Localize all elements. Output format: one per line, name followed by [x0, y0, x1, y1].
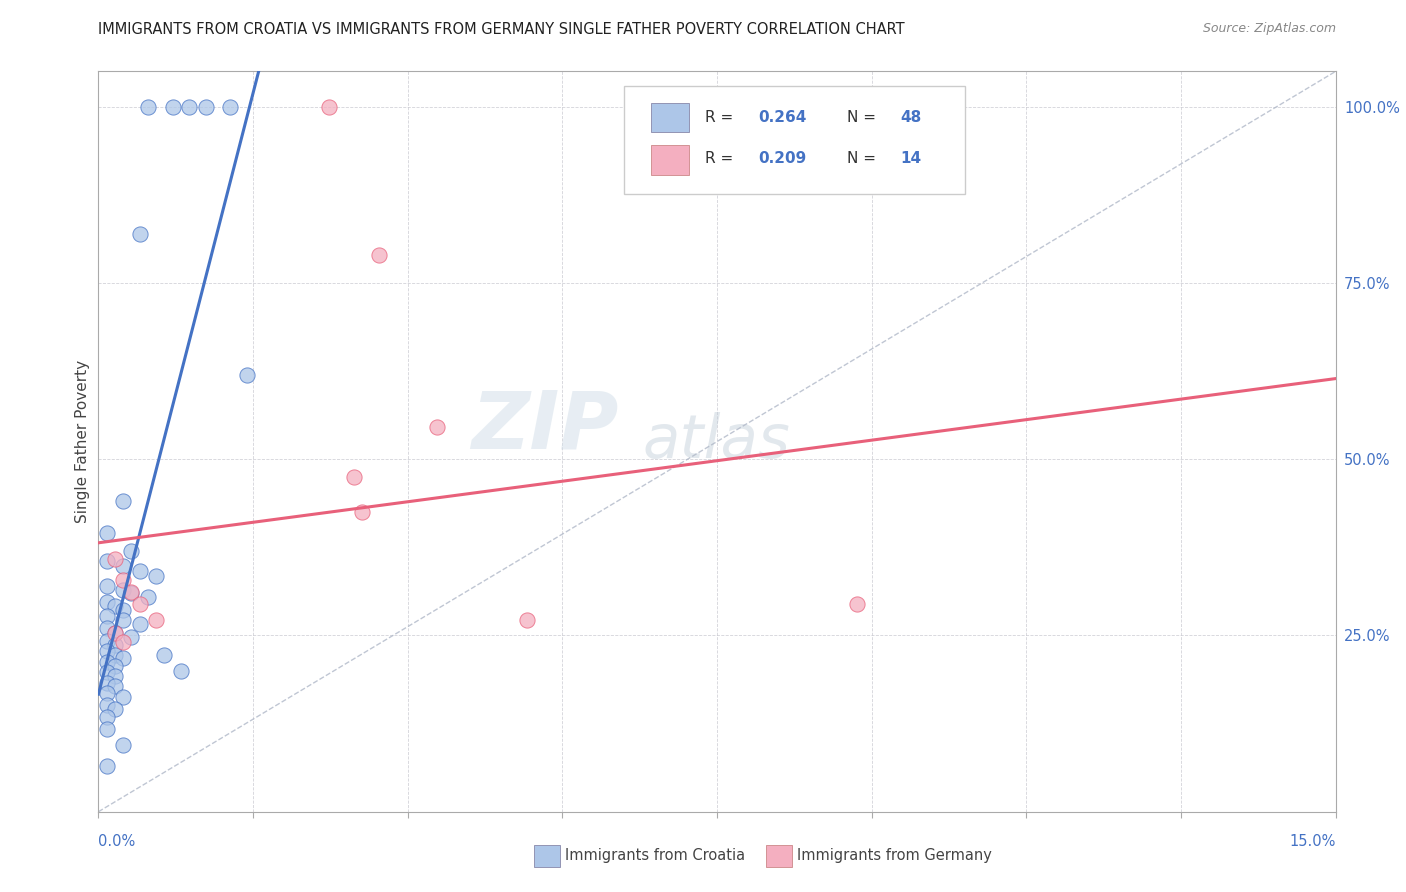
Text: R =: R = [704, 110, 738, 125]
Point [96, 759, 118, 773]
Point [104, 648, 127, 663]
Point [846, 597, 869, 611]
Point [162, 100, 184, 114]
Point [104, 679, 127, 693]
Text: 0.209: 0.209 [758, 151, 806, 166]
Point [112, 690, 135, 705]
Point [96, 579, 118, 593]
Bar [651, 145, 689, 175]
Text: ZIP: ZIP [471, 388, 619, 466]
Y-axis label: Single Father Poverty: Single Father Poverty [75, 360, 90, 523]
Point [128, 564, 150, 578]
Point [104, 625, 127, 640]
Point [96, 634, 118, 648]
Point [112, 613, 135, 627]
Point [96, 676, 118, 690]
Point [112, 651, 135, 665]
Point [145, 613, 167, 627]
Point [112, 574, 135, 588]
Text: 0.264: 0.264 [758, 110, 806, 125]
Text: 14: 14 [900, 151, 921, 166]
Point [194, 100, 217, 114]
Point [96, 698, 118, 712]
Text: 48: 48 [900, 110, 921, 125]
Point [128, 597, 150, 611]
Point [112, 738, 135, 752]
Point [112, 494, 135, 508]
Text: R =: R = [704, 151, 738, 166]
Point [104, 669, 127, 683]
Text: N =: N = [846, 151, 880, 166]
Text: 15.0%: 15.0% [1289, 834, 1336, 849]
Point [120, 630, 142, 644]
Point [96, 665, 118, 679]
Point [179, 100, 201, 114]
Point [352, 505, 374, 519]
Point [170, 664, 193, 678]
Point [120, 586, 142, 600]
Point [136, 100, 159, 114]
Point [96, 722, 118, 736]
Point [96, 526, 118, 541]
Point [96, 554, 118, 568]
Point [112, 559, 135, 574]
Point [104, 625, 127, 640]
Point [96, 644, 118, 658]
Text: Immigrants from Germany: Immigrants from Germany [797, 848, 993, 863]
Point [153, 648, 176, 663]
Point [96, 709, 118, 723]
Point [128, 617, 150, 632]
Point [96, 686, 118, 700]
Point [145, 568, 167, 582]
Point [120, 584, 142, 599]
Point [96, 655, 118, 669]
Point [104, 599, 127, 613]
Point [120, 544, 142, 558]
Text: Immigrants from Croatia: Immigrants from Croatia [565, 848, 745, 863]
Point [96, 621, 118, 635]
FancyBboxPatch shape [624, 87, 965, 194]
Text: 0.0%: 0.0% [98, 834, 135, 849]
Point [96, 594, 118, 608]
Point [219, 100, 242, 114]
Point [104, 552, 127, 566]
Point [104, 638, 127, 652]
Point [104, 702, 127, 716]
Point [112, 603, 135, 617]
Point [367, 248, 389, 262]
Point [128, 227, 150, 241]
Point [112, 582, 135, 597]
Point [112, 635, 135, 649]
Point [96, 608, 118, 623]
Point [236, 368, 259, 382]
Text: N =: N = [846, 110, 880, 125]
Point [426, 420, 449, 434]
Point [136, 590, 159, 604]
Text: Source: ZipAtlas.com: Source: ZipAtlas.com [1202, 22, 1336, 36]
Point [516, 613, 538, 627]
Point [318, 100, 340, 114]
Point [343, 470, 366, 484]
Point [104, 659, 127, 673]
Text: IMMIGRANTS FROM CROATIA VS IMMIGRANTS FROM GERMANY SINGLE FATHER POVERTY CORRELA: IMMIGRANTS FROM CROATIA VS IMMIGRANTS FR… [98, 22, 905, 37]
Text: atlas: atlas [643, 412, 790, 471]
Bar [651, 103, 689, 132]
